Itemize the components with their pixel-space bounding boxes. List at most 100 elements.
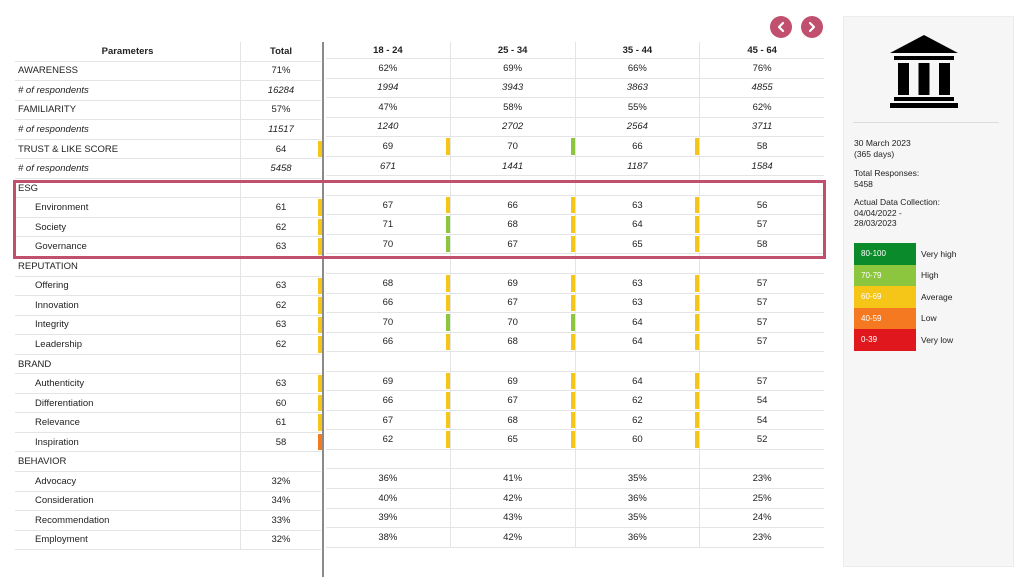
- total-value: 62: [241, 296, 322, 315]
- age-group-value: 68: [326, 274, 451, 293]
- age-group-value-text: 39%: [378, 512, 398, 524]
- total-value-text: 63: [275, 280, 287, 292]
- score-color-bar: [695, 392, 700, 409]
- age-group-value-text: 65: [632, 238, 643, 250]
- age-group-value-text: 69: [507, 277, 518, 289]
- age-group-value: 62: [326, 430, 451, 449]
- age-group-value: 47%: [326, 98, 451, 117]
- score-color-bar: [570, 138, 575, 155]
- age-group-value: [451, 176, 576, 195]
- table-row: [326, 176, 824, 196]
- score-color-bar: [318, 414, 322, 431]
- age-group-value: 2564: [576, 117, 701, 137]
- legend-item: 80-100 Very high: [854, 243, 956, 265]
- score-legend: 80-100 Very high 70-79 High 60-69 Average 40-5…: [854, 243, 956, 351]
- age-group-value-text: 1441: [502, 160, 524, 172]
- parameter-label: FAMILIARITY: [15, 100, 241, 120]
- age-group-value-text: 1187: [627, 160, 648, 172]
- age-group-value-text: 66: [382, 395, 394, 407]
- table-row: [326, 352, 824, 372]
- total-value-text: 60: [275, 397, 287, 409]
- score-color-bar: [318, 433, 322, 451]
- table-row: REPUTATION: [15, 257, 321, 277]
- age-group-value: 65: [451, 430, 576, 449]
- table-row: # of respondents 5458: [15, 159, 321, 179]
- age-group-value-text: 65: [507, 434, 518, 446]
- parameter-label: Environment: [15, 198, 241, 217]
- table-row: # of respondents 16284: [15, 81, 321, 101]
- age-group-value-text: 62: [632, 395, 643, 407]
- score-color-bar: [695, 314, 700, 331]
- age-group-value: 67: [451, 234, 576, 254]
- age-group-value-text: 47%: [378, 101, 398, 113]
- score-color-bar: [570, 235, 575, 253]
- table-row: 1240 2702 2564 3711: [326, 117, 824, 138]
- total-value: 71%: [241, 62, 321, 81]
- score-color-bar: [445, 138, 450, 155]
- age-group-value-text: 63: [632, 277, 643, 289]
- age-group-value: 62%: [700, 98, 824, 117]
- score-color-bar: [445, 411, 450, 429]
- table-row: Authenticity 63: [15, 374, 322, 394]
- age-group-value-text: 62: [632, 414, 643, 426]
- parameter-label: Recommendation: [15, 511, 241, 530]
- age-group-value: [451, 449, 576, 469]
- age-group-value-text: 54: [756, 414, 768, 426]
- total-value: 32%: [241, 472, 321, 491]
- legend-item: 0-39 Very low: [854, 329, 956, 351]
- parameter-label: # of respondents: [15, 81, 241, 100]
- age-group-value: 60: [576, 430, 701, 449]
- table-row: 66 68 64 57: [326, 332, 824, 353]
- table-row: 671 1441 1187 1584: [326, 156, 824, 177]
- age-group-value-text: 3863: [626, 82, 648, 94]
- age-group-value-text: 76%: [752, 62, 772, 74]
- total-value: 63: [241, 374, 322, 393]
- age-group-value: 62: [576, 391, 701, 410]
- table-row: Environment 61: [15, 198, 322, 218]
- age-group-value-text: 1240: [377, 121, 399, 133]
- total-value-text: 5458: [270, 163, 292, 175]
- table-row: Offering 63: [15, 276, 322, 297]
- score-color-bar: [695, 235, 700, 253]
- legend-label: Low: [921, 313, 937, 324]
- age-group-value-text: 62%: [378, 62, 398, 74]
- previous-button[interactable]: [770, 16, 792, 38]
- next-button[interactable]: [801, 16, 823, 38]
- age-group-value: 62%: [326, 59, 451, 78]
- age-group-value-text: 63: [632, 199, 643, 211]
- age-group-value: 55%: [576, 98, 701, 117]
- age-group-value-text: 36%: [627, 531, 647, 543]
- age-group-value: 57: [700, 333, 824, 352]
- total-value: 63: [241, 237, 322, 256]
- parameter-label: BEHAVIOR: [15, 452, 241, 472]
- age-group-value: 58%: [451, 98, 576, 117]
- table-row: Advocacy 32%: [15, 472, 321, 492]
- score-color-bar: [445, 275, 450, 292]
- panel-separator: [853, 122, 999, 123]
- parameter-label: Advocacy: [15, 472, 241, 491]
- score-color-bar: [318, 336, 322, 353]
- parameter-label: Authenticity: [15, 374, 241, 393]
- age-group-value-text: 36%: [627, 492, 647, 504]
- table-row: 70 67 65 58: [326, 234, 824, 255]
- age-group-value: 3711: [700, 118, 824, 137]
- age-group-value: 67: [451, 391, 576, 410]
- table-row: Leadership 62: [15, 335, 322, 355]
- age-group-value-text: 60: [632, 434, 643, 446]
- age-group-value: 1240: [326, 117, 451, 137]
- score-color-bar: [695, 294, 700, 312]
- age-group-value: 67: [326, 195, 451, 215]
- age-group-value-text: 70: [507, 140, 518, 152]
- table-row: [326, 254, 824, 275]
- score-color-bar: [445, 216, 450, 233]
- age-group-value-text: 62%: [752, 101, 772, 113]
- total-value: 16284: [241, 81, 321, 100]
- total-value-text: 62: [275, 338, 287, 350]
- age-group-value-text: 58: [756, 238, 768, 250]
- table-row: Integrity 63: [15, 315, 322, 336]
- age-group-value: 64: [576, 313, 701, 332]
- age-group-value-text: 25%: [752, 492, 772, 504]
- age-group-value-text: 36%: [378, 473, 398, 485]
- parameter-label: REPUTATION: [15, 257, 241, 276]
- age-group-value-text: 68: [507, 414, 518, 426]
